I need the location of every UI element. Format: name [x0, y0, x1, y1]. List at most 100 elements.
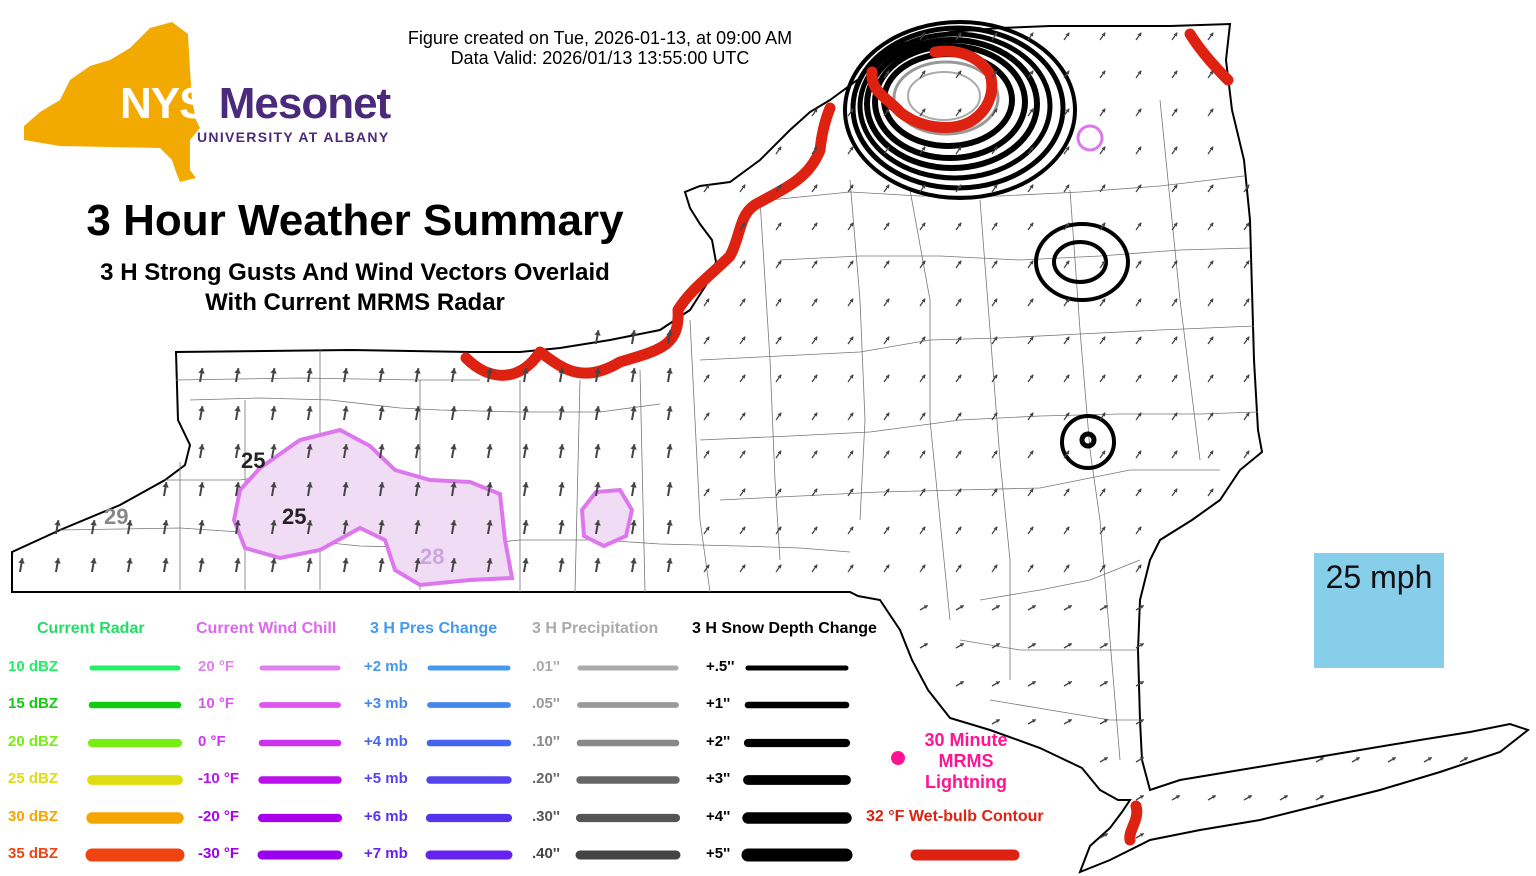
wind-vector-head: [1137, 526, 1142, 531]
map-title: 3 Hour Weather Summary: [86, 196, 624, 245]
wind-vector-head: [1245, 260, 1250, 265]
wind-vector-head: [630, 368, 637, 374]
legend-pressure-title: 3 H Pres Change: [370, 620, 498, 637]
wind-vector-head: [1463, 757, 1468, 761]
wind-vector-head: [885, 70, 890, 75]
gust-label: 25: [282, 504, 307, 529]
wind-vector-head: [486, 558, 493, 564]
wind-vector-head: [921, 260, 926, 265]
wind-vector-head: [921, 526, 926, 531]
wind-vector-head: [1209, 488, 1214, 493]
wind-vector-head: [777, 260, 782, 265]
wind-vector-head: [813, 374, 818, 379]
wind-vector-head: [813, 564, 818, 569]
wind-vectors: [18, 32, 1469, 839]
wind-vector-head: [342, 368, 349, 374]
wind-vector-head: [993, 526, 998, 531]
wind-vector-head: [630, 520, 637, 526]
lightning-line-3: Lightning: [925, 772, 1007, 792]
wind-vector-head: [1101, 260, 1106, 265]
wind-vector-head: [1029, 412, 1034, 417]
wind-vector-head: [1209, 146, 1214, 151]
wind-vector-head: [1029, 32, 1034, 37]
wind-vector-head: [1137, 450, 1142, 455]
wind-vector-head: [378, 444, 385, 450]
wind-vector-head: [1211, 795, 1216, 799]
wind-vector-head: [1103, 681, 1108, 685]
wind-vector-head: [1139, 833, 1144, 837]
wind-vector-head: [1209, 374, 1214, 379]
wind-vector-head: [741, 488, 746, 493]
wind-vector-head: [1173, 32, 1178, 37]
wind-vector-head: [921, 412, 926, 417]
wind-vector-head: [450, 406, 457, 412]
nys-mesonet-logo: NYS Mesonet: [120, 82, 391, 126]
legend-snow-label: +.5'': [706, 658, 735, 675]
wind-vector-head: [594, 558, 601, 564]
wind-vector-head: [522, 558, 529, 564]
wind-vector-head: [849, 260, 854, 265]
wind-vector-head: [414, 558, 421, 564]
wind-vector-head: [1101, 336, 1106, 341]
wind-vector-head: [921, 108, 926, 113]
legend-windchill-label: -30 °F: [198, 845, 240, 862]
wind-vector-head: [234, 368, 241, 374]
wind-vector-head: [198, 444, 205, 450]
wind-vector-head: [126, 558, 133, 564]
wind-vector-head: [1245, 450, 1250, 455]
gust-label: 29: [104, 504, 129, 529]
wind-vector-head: [921, 450, 926, 455]
wind-vector-head: [1173, 374, 1178, 379]
wind-vector-head: [921, 298, 926, 303]
wind-vector-head: [486, 482, 493, 488]
wind-vector-head: [306, 444, 313, 450]
wind-vector-head: [705, 526, 710, 531]
wind-vector-head: [234, 444, 241, 450]
wind-vector-head: [1137, 222, 1142, 227]
wind-vector-head: [162, 558, 169, 564]
wind-vector-head: [1065, 32, 1070, 37]
wind-vector-head: [1319, 795, 1324, 799]
wind-vector-head: [1245, 184, 1250, 189]
windchill-contour-20f: [231, 427, 515, 588]
wind-vector-head: [921, 488, 926, 493]
wind-vector-head: [198, 482, 205, 488]
wind-vector-head: [1137, 146, 1142, 151]
wind-vector-head: [1029, 184, 1034, 189]
wind-vector-head: [522, 482, 529, 488]
wind-vector-head: [705, 336, 710, 341]
wind-vector-head: [849, 450, 854, 455]
lightning-legend-label: 30 Minute MRMS Lightning: [916, 730, 1016, 793]
wind-vector-head: [813, 184, 818, 189]
wind-vector-head: [959, 681, 964, 685]
wind-vector-head: [1065, 222, 1070, 227]
gust-label: 28: [420, 544, 445, 569]
wind-vector-head: [1137, 70, 1142, 75]
wind-vector-head: [995, 605, 1000, 609]
wind-vector-head: [1103, 643, 1108, 647]
legend-snow-title: 3 H Snow Depth Change: [692, 620, 877, 637]
wind-vector-head: [234, 406, 241, 412]
wind-vector-head: [630, 482, 637, 488]
wind-vector-head: [813, 526, 818, 531]
wind-vector-head: [957, 412, 962, 417]
wind-vector-head: [594, 444, 601, 450]
wind-vector-head: [1209, 298, 1214, 303]
wind-vector-head: [705, 374, 710, 379]
wind-vector-head: [849, 222, 854, 227]
wind-vector-head: [813, 298, 818, 303]
wind-vector-head: [1029, 564, 1034, 569]
wind-vector-head: [1065, 488, 1070, 493]
logo-subtitle: UNIVERSITY AT ALBANY: [197, 129, 390, 145]
windchill-contour-20f-c: [1076, 124, 1104, 152]
wind-vector-head: [957, 336, 962, 341]
wind-vector-head: [1101, 374, 1106, 379]
wind-vector-head: [885, 222, 890, 227]
wind-vector-head: [1209, 450, 1214, 455]
wind-vector-head: [1101, 488, 1106, 493]
wind-vector-head: [741, 260, 746, 265]
wind-vector-head: [1065, 450, 1070, 455]
wind-vector-head: [414, 406, 421, 412]
wind-vector-head: [995, 719, 1000, 723]
lightning-dot: [891, 751, 905, 765]
